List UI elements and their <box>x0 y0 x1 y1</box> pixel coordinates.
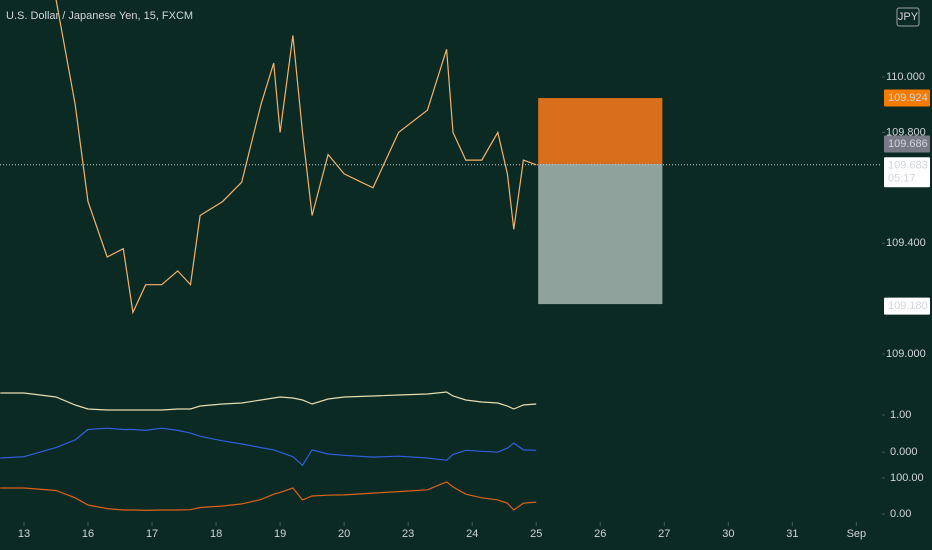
entry-badge-label: 109.686 <box>888 138 928 150</box>
target-badge <box>884 89 930 107</box>
x-tick-label: 18 <box>210 528 222 540</box>
y-tick-label: 109.400 <box>886 237 926 249</box>
y-tick-label: 110.000 <box>886 71 925 83</box>
x-tick-label: 20 <box>338 528 350 540</box>
x-tick-label: 17 <box>146 528 158 540</box>
indicator-line <box>0 391 537 411</box>
entry-badge <box>884 135 930 153</box>
y-tick-label: 1.00 <box>890 409 911 421</box>
x-tick-label: 19 <box>274 528 286 540</box>
stop-zone <box>538 163 663 305</box>
currency-label: JPY <box>898 11 919 23</box>
currency-badge[interactable] <box>896 7 920 27</box>
y-tick-label: 0.00 <box>890 508 911 520</box>
y-tick-label: 100.00 <box>890 472 924 484</box>
x-tick-label: 23 <box>402 528 414 540</box>
last-price-badge-label: 109.683 <box>888 160 928 172</box>
x-tick-label: 31 <box>786 528 798 540</box>
x-tick-label: Sep <box>847 528 867 540</box>
price-line <box>55 0 537 315</box>
x-tick-label: 26 <box>594 528 606 540</box>
indicator-line <box>0 427 537 467</box>
target-badge-label: 109.924 <box>888 92 928 104</box>
last-price-badge-countdown: 05:17 <box>888 173 916 185</box>
last-price-badge <box>884 157 930 188</box>
y-tick-label: 0.000 <box>890 446 918 458</box>
x-tick-label: 25 <box>530 528 542 540</box>
stop-badge-label: 109.180 <box>888 300 928 312</box>
target-zone <box>538 98 663 164</box>
y-tick-label: 109.000 <box>886 348 926 360</box>
x-tick-label: 30 <box>722 528 734 540</box>
plot-area: 13 16 17 18 19 20 23 24 25 26 27 30 31 Sep 110.000 109.… <box>0 0 926 540</box>
x-tick-label: 24 <box>466 528 478 540</box>
indicator-line <box>0 481 537 512</box>
chart-title: U.S. Dollar / Japanese Yen, 15, FXCM <box>6 10 193 22</box>
stop-badge <box>884 297 930 315</box>
x-tick-label: 27 <box>658 528 670 540</box>
x-tick-label: 16 <box>82 528 94 540</box>
y-tick-label: 109.800 <box>886 126 926 138</box>
x-tick-label: 13 <box>18 528 30 540</box>
